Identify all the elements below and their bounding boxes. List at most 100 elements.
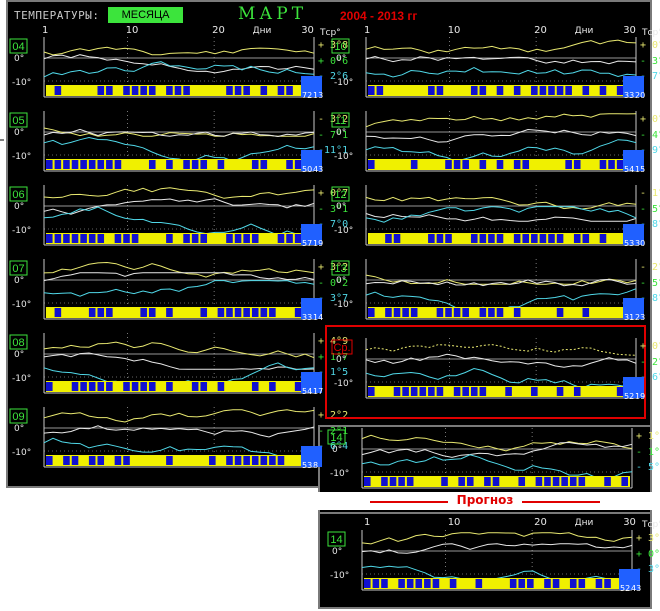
precip-strip	[368, 386, 634, 397]
min-temp: -11°1	[318, 145, 348, 156]
chart-panel-09: 090°-10°+ 2°2- 2°1- 6°453 8	[9, 407, 348, 470]
temperature-curve	[43, 187, 315, 199]
temperature-curve	[43, 352, 315, 370]
temperature-curve	[43, 341, 315, 359]
max-temp: + 2°2	[318, 410, 348, 421]
panel-id-box[interactable]	[9, 260, 28, 276]
panel-id-box[interactable]	[331, 339, 353, 355]
months-button[interactable]: МЕСЯЦА	[108, 7, 183, 23]
temperature-curve	[43, 261, 315, 278]
precip-strip	[46, 233, 312, 244]
panel-id-box[interactable]	[327, 429, 346, 445]
temperature-curve	[361, 454, 633, 479]
chart-panel-06: 060°-10°+ 0°7- 3°1- 7°057 19	[9, 185, 348, 248]
panel-id-box[interactable]	[9, 112, 28, 128]
min-temp: - 8°3	[640, 219, 660, 230]
counts-box	[623, 224, 644, 245]
count-1: 31	[624, 313, 634, 322]
max-temp: + 0°7	[318, 188, 348, 199]
panel-id-box[interactable]	[9, 334, 28, 350]
tsr-label: Тср°	[641, 520, 660, 530]
temperature-curve	[365, 288, 637, 310]
mean-temp: + 0°6	[318, 56, 348, 67]
temperature-curve	[43, 46, 315, 56]
panel-id: 14	[330, 534, 342, 546]
panel-id-box[interactable]	[327, 531, 346, 547]
count-2: 8	[313, 461, 318, 470]
panel-id-box[interactable]	[331, 112, 350, 128]
min-temp: - 7°0	[318, 219, 348, 230]
panel-id-box[interactable]	[331, 38, 350, 54]
mean-temp: - 5°1	[640, 204, 660, 215]
panel-id: 09	[12, 411, 24, 423]
zero-label: 0°	[14, 424, 24, 434]
temperature-curve	[365, 139, 637, 162]
count-2: 13	[313, 91, 323, 100]
temperature-curve	[365, 353, 637, 368]
mean-temp: - 7°1	[318, 130, 348, 141]
mean-temp: - 5°4	[640, 278, 660, 289]
mean-temp: + 0°2	[636, 549, 660, 560]
max-temp: + 1°8	[636, 431, 660, 442]
temperature-curve	[365, 278, 637, 287]
chart-panel-08: 080°-10°+ 4°9+ 1°7- 1°554 17	[9, 333, 348, 396]
mean-temp: - 0°2	[318, 278, 348, 289]
day-tick: 10	[448, 25, 461, 36]
panel-id-box[interactable]	[331, 260, 350, 276]
count-1: 52	[620, 584, 630, 593]
minus10-label: -10°	[12, 226, 31, 236]
max-temp: + 0°2	[640, 114, 660, 125]
counts-box	[301, 76, 322, 97]
average-panel-frame	[325, 325, 646, 419]
count-2: 15	[635, 165, 645, 174]
forecast-label: Прогноз	[456, 493, 514, 507]
temperature-curve	[365, 206, 637, 223]
temperature-curve	[365, 213, 637, 222]
day-tick: 1	[42, 25, 48, 36]
panel-id: 06	[12, 189, 24, 201]
minus10-label: -10°	[12, 152, 31, 162]
counts-box	[301, 446, 322, 467]
min-temp: - 9°1	[640, 145, 660, 156]
counts-box	[301, 372, 322, 393]
panel-id-box[interactable]	[9, 186, 28, 202]
temperature-curve	[361, 532, 633, 545]
day-tick: 10	[448, 517, 461, 528]
count-2: 19	[313, 239, 323, 248]
count-2: 30	[635, 239, 645, 248]
day-tick: 30	[623, 25, 636, 36]
temperature-curve	[365, 113, 637, 128]
panel-id-box[interactable]	[9, 408, 28, 424]
precip-strip	[46, 381, 312, 392]
day-tick: 30	[623, 517, 636, 528]
temperature-curve	[43, 280, 315, 297]
count-1: 52	[624, 392, 634, 401]
precip-strip	[46, 455, 312, 466]
min-temp: - 8°3	[640, 293, 660, 304]
counts-box	[301, 298, 322, 319]
min-temp: - 1°5	[318, 367, 348, 378]
min-temp: - 6°6	[640, 372, 660, 383]
minus10-label: -10°	[330, 571, 349, 581]
counts-box	[623, 377, 644, 398]
zero-label: 0°	[14, 202, 24, 212]
panel-id-box[interactable]	[331, 186, 350, 202]
panel-id: 12	[334, 189, 346, 201]
zero-label: 0°	[332, 547, 342, 557]
days-label: Дни	[575, 518, 594, 528]
count-2: 23	[635, 313, 645, 322]
temperature-curve	[361, 441, 633, 458]
day-tick: 30	[301, 25, 314, 36]
counts-box	[301, 150, 322, 171]
count-1: 72	[302, 91, 312, 100]
days-label: Дни	[575, 26, 594, 36]
minus10-label: -10°	[12, 78, 31, 88]
count-1: 57	[302, 239, 312, 248]
temperature-curve	[43, 425, 315, 438]
temperature-curve	[43, 272, 315, 282]
panel-id-box[interactable]	[9, 38, 28, 54]
counts-box	[301, 224, 322, 245]
